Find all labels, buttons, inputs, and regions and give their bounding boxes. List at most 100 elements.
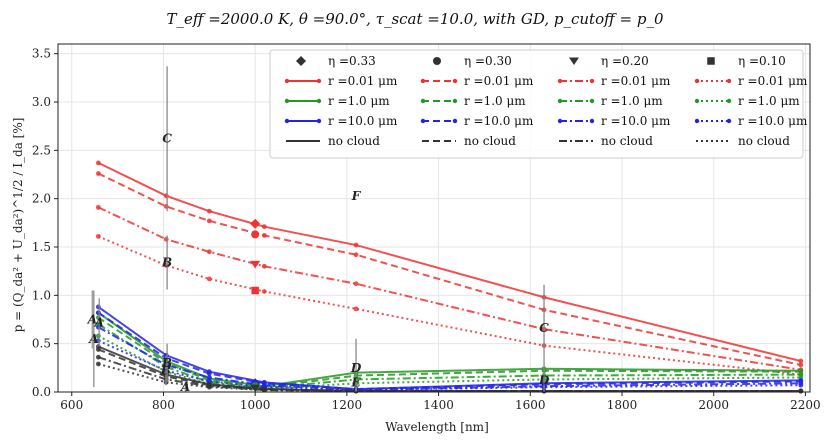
- legend-row-label: r =1.0 μm: [328, 94, 390, 108]
- legend-swatch-dot: [557, 118, 563, 124]
- legend-row-label: r =10.0 μm: [328, 114, 398, 128]
- series-group: [95, 160, 804, 364]
- series-point: [798, 382, 804, 388]
- legend-swatch-dot: [694, 118, 700, 124]
- circle-marker: [251, 230, 260, 239]
- obs-label: B: [160, 364, 171, 378]
- legend-swatch-dot: [557, 98, 563, 104]
- x-tick-label: 1800: [607, 398, 638, 412]
- circle-marker: [433, 57, 441, 65]
- triangle-marker: [250, 260, 261, 269]
- series-point: [95, 347, 101, 352]
- series-line: [97, 161, 802, 363]
- x-tick-label: 600: [60, 398, 83, 412]
- legend-row-label: r =1.0 μm: [601, 94, 663, 108]
- obs-label: E: [350, 375, 361, 389]
- legend-header-label: η =0.20: [601, 54, 649, 68]
- legend-row-label: no cloud: [328, 134, 380, 148]
- legend-row-label: r =0.01 μm: [328, 74, 398, 88]
- legend-swatch-dot: [452, 118, 458, 124]
- legend-header-label: η =0.33: [328, 54, 376, 68]
- y-tick-label: 0.5: [32, 337, 51, 351]
- series-point: [206, 218, 212, 224]
- legend-row-label: no cloud: [738, 134, 790, 148]
- series-point: [798, 388, 804, 394]
- legend-header-label: η =0.30: [464, 54, 512, 68]
- legend-swatch-dot: [316, 78, 322, 84]
- series-point: [261, 387, 267, 393]
- legend-swatch-dot: [694, 98, 700, 104]
- legend-row-label: no cloud: [464, 134, 516, 148]
- series-point: [95, 160, 101, 166]
- obs-label: A: [87, 313, 97, 327]
- x-tick-label: 2200: [790, 398, 821, 412]
- x-tick-label: 1000: [240, 398, 271, 412]
- legend-swatch-dot: [420, 78, 426, 84]
- series-point: [206, 375, 212, 380]
- square-marker: [707, 57, 715, 65]
- obs-label: D: [538, 373, 550, 387]
- square-marker: [251, 286, 259, 295]
- triangle-marker: [569, 57, 579, 65]
- legend-row-label: r =10.0 μm: [738, 114, 808, 128]
- legend-swatch-dot: [726, 78, 732, 84]
- series-point: [353, 252, 359, 258]
- x-tick-label: 800: [152, 398, 175, 412]
- legend-swatch-dot: [316, 118, 322, 124]
- legend-swatch-dot: [452, 78, 458, 84]
- series-point: [206, 371, 212, 377]
- series-line: [97, 172, 802, 366]
- y-tick-label: 1.0: [32, 288, 51, 302]
- axes: 600 800 1000 1200 1400 1600 1800 2000 2200 0.0 0.5…: [32, 43, 821, 412]
- y-axis-label: p = (Q_da² + U_da²)^1/2 / I_da [%]: [11, 118, 25, 333]
- legend-row-label: r =0.01 μm: [601, 74, 671, 88]
- obs-label: A: [180, 380, 190, 394]
- legend-box: [269, 49, 804, 159]
- series-point: [95, 361, 101, 367]
- legend-header-label: η =0.10: [738, 54, 786, 68]
- series-group: [95, 204, 804, 373]
- series-point: [261, 224, 267, 230]
- obs-label: A: [88, 332, 98, 346]
- series-point: [206, 249, 212, 255]
- legend-swatch-dot: [284, 78, 290, 84]
- legend-row-label: r =1.0 μm: [738, 94, 800, 108]
- legend-row-label: r =1.0 μm: [464, 94, 526, 108]
- series-line: [97, 206, 801, 371]
- x-tick-label: 1400: [423, 398, 454, 412]
- series-point: [206, 208, 212, 214]
- legend-swatch-dot: [589, 118, 595, 124]
- legend-row-label: r =0.01 μm: [464, 74, 534, 88]
- series-point: [353, 242, 359, 248]
- series-layer: [95, 160, 804, 394]
- obs-label: B: [161, 255, 172, 269]
- series-point: [95, 171, 101, 176]
- obs-label: B: [161, 356, 172, 370]
- series-point: [206, 276, 212, 282]
- legend-swatch-dot: [589, 98, 595, 104]
- y-tick-label: 1.5: [32, 240, 51, 254]
- series-point: [798, 358, 804, 364]
- y-tick-label: 2.0: [32, 192, 51, 206]
- x-tick-label: 1600: [515, 398, 546, 412]
- series-point: [95, 354, 101, 360]
- series-point: [261, 233, 267, 238]
- obs-label: C: [539, 321, 549, 335]
- legend-row-label: no cloud: [601, 134, 653, 148]
- y-tick-label: 0.0: [32, 385, 51, 399]
- series-point: [261, 263, 267, 269]
- legend-row-label: r =10.0 μm: [464, 114, 534, 128]
- series-point: [798, 362, 804, 368]
- legend: η =0.33 η =0.30 η =0.20 η =0.10 r =0.01 μm r …: [269, 49, 808, 159]
- series-point: [353, 306, 359, 312]
- series-group: [95, 304, 804, 392]
- series-group: [95, 233, 804, 377]
- series-group: [95, 171, 804, 368]
- obs-label: F: [351, 189, 362, 203]
- legend-swatch-dot: [694, 78, 700, 84]
- obs-label: C: [162, 132, 172, 146]
- legend-swatch-dot: [420, 98, 426, 104]
